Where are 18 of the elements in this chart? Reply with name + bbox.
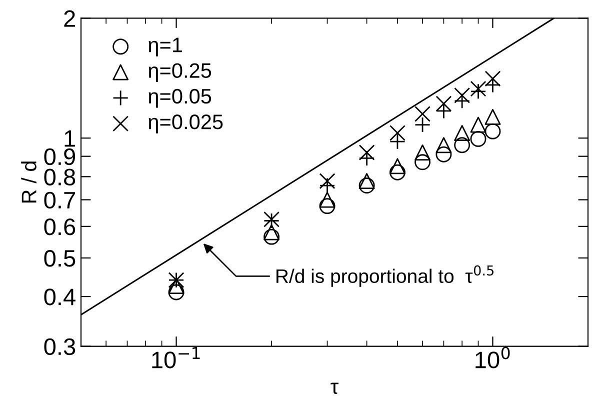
y-tick-label: 0.3 — [44, 338, 76, 356]
legend-label: η=1 — [148, 38, 182, 56]
x-axis-title: τ — [330, 382, 338, 394]
y-tick-label: 0.5 — [44, 250, 76, 267]
y-tick-label: 0.9 — [44, 148, 76, 166]
y-tick-label: 0.7 — [44, 192, 75, 209]
x-tick-label: 10$^{−1}$ — [152, 346, 200, 368]
y-tick-label: 1 — [64, 130, 75, 147]
x-tick-label: 10$^{0}$ — [476, 346, 510, 368]
y-tick-label: 0.6 — [44, 218, 76, 236]
legend-label: η=0.05 — [148, 88, 212, 108]
legend-label: η=0.025 — [148, 114, 223, 134]
y-axis-title: R / d — [21, 162, 36, 203]
y-tick-label: 2 — [64, 10, 75, 27]
annotation: R/d is proportional to τ$^{0.5}$ — [276, 265, 494, 287]
y-tick-label: 0.8 — [44, 168, 76, 186]
y-tick-label: 0.4 — [44, 288, 76, 306]
legend-label: η=0.25 — [148, 63, 212, 82]
